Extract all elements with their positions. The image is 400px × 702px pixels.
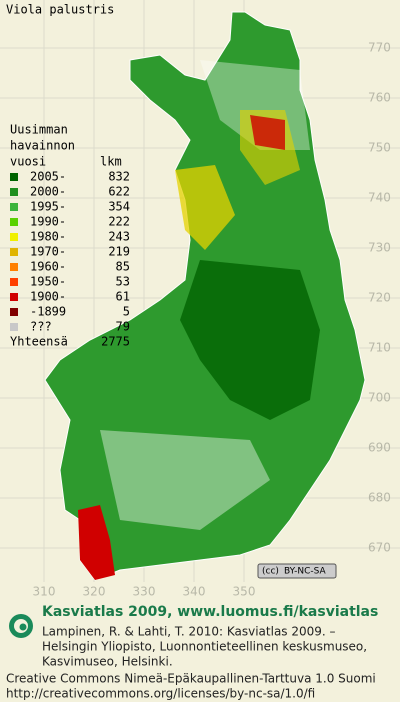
legend-swatch <box>10 263 18 271</box>
east-label: 340 <box>183 585 206 599</box>
legend-swatch <box>10 293 18 301</box>
east-label: 310 <box>33 585 56 599</box>
legend-count: 243 <box>108 230 130 244</box>
legend-label: 1980- <box>30 230 66 244</box>
legend-label: 1900- <box>30 290 66 304</box>
north-label: 690 <box>368 441 391 455</box>
legend-swatch <box>10 218 18 226</box>
legend-count: 354 <box>108 200 130 214</box>
north-label: 700 <box>368 391 391 405</box>
north-label: 670 <box>368 541 391 555</box>
badge-text: BY-NC-SA <box>284 567 327 577</box>
north-label: 710 <box>368 341 391 355</box>
license: Creative Commons Nimeä-Epäkaupallinen-Ta… <box>6 672 376 686</box>
legend-label: 1990- <box>30 215 66 229</box>
legend-count: 622 <box>108 185 130 199</box>
badge-cc: (cc) <box>262 567 279 577</box>
light-area <box>100 430 270 530</box>
citation: Lampinen, R. & Lahti, T. 2010: Kasviatla… <box>42 625 336 639</box>
north-label: 770 <box>368 41 391 55</box>
total-label: Yhteensä <box>10 335 68 349</box>
legend-heading: Uusimman <box>10 123 68 137</box>
legend-swatch <box>10 233 18 241</box>
legend-count: 85 <box>116 260 130 274</box>
legend-label: 1995- <box>30 200 66 214</box>
legend-year-header: vuosi <box>10 155 46 169</box>
north-label: 720 <box>368 291 391 305</box>
legend-swatch <box>10 323 18 331</box>
legend-count: 61 <box>116 290 130 304</box>
legend-swatch <box>10 248 18 256</box>
legend-count: 832 <box>108 170 130 184</box>
legend-swatch <box>10 203 18 211</box>
legend-swatch <box>10 278 18 286</box>
legend: Uusimman havainnon vuosi lkm 2005- 832 200… <box>10 123 130 349</box>
legend-label: 1970- <box>30 245 66 259</box>
legend-label: 1950- <box>30 275 66 289</box>
east-label: 350 <box>233 585 256 599</box>
north-label: 680 <box>368 491 391 505</box>
legend-label: 2000- <box>30 185 66 199</box>
legend-count: 79 <box>116 320 130 334</box>
legend-label: 1960- <box>30 260 66 274</box>
title: Viola palustris <box>6 3 114 17</box>
legend-count: 53 <box>116 275 130 289</box>
legend-swatch <box>10 188 18 196</box>
site-title: Kasviatlas 2009, www.luomus.fi/kasviatla… <box>42 604 378 620</box>
legend-count: 219 <box>108 245 130 259</box>
yellow-area <box>175 165 235 250</box>
dense-area <box>180 260 320 420</box>
legend-label: 2005- <box>30 170 66 184</box>
east-label: 330 <box>133 585 156 599</box>
legend-label: ??? <box>30 320 52 334</box>
license: http://creativecommons.org/licenses/by-n… <box>6 687 315 701</box>
logo <box>9 614 33 638</box>
north-label: 740 <box>368 191 391 205</box>
legend-heading: havainnon <box>10 139 75 153</box>
red-area <box>250 115 285 150</box>
license-badge <box>257 563 337 579</box>
legend-label: -1899 <box>30 305 66 319</box>
red-area <box>78 505 115 580</box>
citation: Kasvimuseo, Helsinki. <box>42 655 173 669</box>
east-label: 320 <box>83 585 106 599</box>
north-label: 750 <box>368 141 391 155</box>
total-count: 2775 <box>101 335 130 349</box>
north-label: 730 <box>368 241 391 255</box>
citation: Helsingin Yliopisto, Luonnontieteellinen… <box>42 640 367 654</box>
legend-count: 222 <box>108 215 130 229</box>
legend-count: 5 <box>123 305 130 319</box>
legend-swatch <box>10 173 18 181</box>
legend-swatch <box>10 308 18 316</box>
legend-count-header: lkm <box>100 155 122 169</box>
north-label: 760 <box>368 91 391 105</box>
